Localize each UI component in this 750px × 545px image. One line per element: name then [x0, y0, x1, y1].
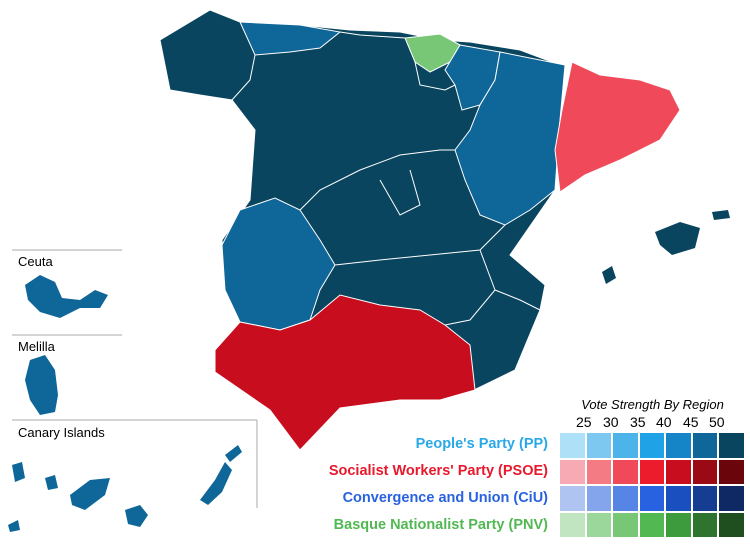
- legend-swatch-pnv-0: [560, 512, 585, 537]
- legend-swatch-psoe-0: [560, 459, 585, 484]
- region-balearic-ibiza[interactable]: [602, 266, 616, 284]
- legend-swatch-pnv-4: [666, 512, 691, 537]
- region-andalusia[interactable]: [214, 294, 476, 451]
- legend-party-ciu: Convergence and Union (CiU): [342, 490, 548, 506]
- legend-party-psoe: Socialist Workers' Party (PSOE): [328, 463, 548, 479]
- legend-swatch-ciu-3: [639, 486, 664, 511]
- legend-swatch-psoe-5: [692, 459, 717, 484]
- legend-swatch-psoe-6: [719, 459, 744, 484]
- legend-swatch-grid: [560, 433, 744, 537]
- legend-tick: 30: [603, 414, 619, 430]
- legend-title: Vote Strength By Region: [581, 397, 724, 412]
- legend-swatch-pp-0: [560, 433, 585, 458]
- legend-tick: 45: [683, 414, 699, 430]
- legend-swatch-pnv-1: [586, 512, 611, 537]
- legend-tick: 50: [709, 414, 725, 430]
- legend-swatch-psoe-4: [666, 459, 691, 484]
- region-balearic-menorca[interactable]: [712, 210, 730, 220]
- legend-swatch-pnv-3: [639, 512, 664, 537]
- legend-swatch-ciu-4: [666, 486, 691, 511]
- legend-tick: 25: [576, 414, 592, 430]
- inset-label-melilla: Melilla: [18, 339, 55, 354]
- legend-party-pnv: Basque Nationalist Party (PNV): [333, 517, 548, 533]
- legend-swatch-pnv-2: [613, 512, 638, 537]
- legend-swatch-pnv-6: [719, 512, 744, 537]
- legend-swatch-psoe-1: [586, 459, 611, 484]
- inset-label-canary-islands: Canary Islands: [18, 425, 105, 440]
- region-extremadura[interactable]: [221, 197, 336, 331]
- legend-party-pp: People's Party (PP): [415, 436, 548, 452]
- legend-swatch-ciu-5: [692, 486, 717, 511]
- region-catalonia[interactable]: [554, 61, 681, 193]
- legend-swatch-pp-3: [639, 433, 664, 458]
- inset-label-ceuta: Ceuta: [18, 254, 53, 269]
- region-balearic-mallorca[interactable]: [655, 222, 700, 255]
- legend-tick: 35: [630, 414, 646, 430]
- legend-swatch-pp-6: [719, 433, 744, 458]
- legend-swatch-ciu-2: [613, 486, 638, 511]
- inset-frames: [12, 249, 258, 508]
- legend-swatch-ciu-0: [560, 486, 585, 511]
- legend-swatch-pp-1: [586, 433, 611, 458]
- legend-swatch-ciu-1: [586, 486, 611, 511]
- legend-swatch-psoe-3: [639, 459, 664, 484]
- legend-swatch-pp-5: [692, 433, 717, 458]
- legend-tick: 40: [656, 414, 672, 430]
- region-canary-islands[interactable]: [8, 445, 242, 532]
- region-borders: [231, 31, 541, 326]
- region-ceuta[interactable]: [25, 275, 108, 318]
- legend-swatch-psoe-2: [613, 459, 638, 484]
- legend-swatch-pp-4: [666, 433, 691, 458]
- legend-swatch-pp-2: [613, 433, 638, 458]
- legend-swatch-ciu-6: [719, 486, 744, 511]
- region-melilla[interactable]: [25, 355, 58, 415]
- legend-swatch-pnv-5: [692, 512, 717, 537]
